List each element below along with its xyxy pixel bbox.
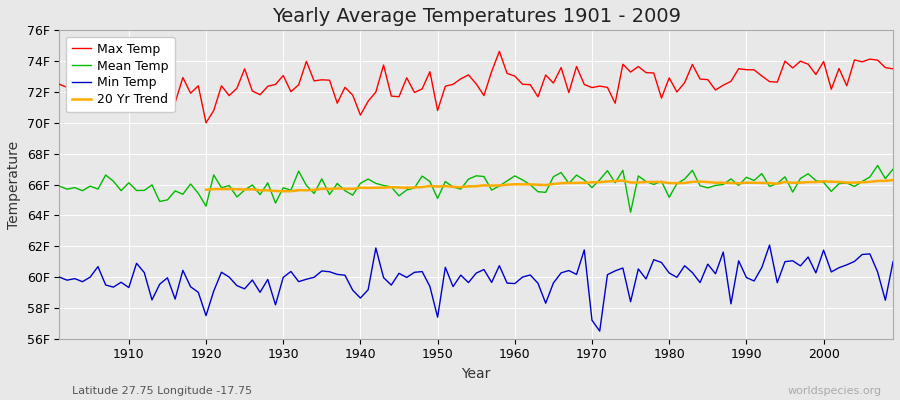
20 Yr Trend [417, 185, 428, 190]
Mean Temp [332, 181, 343, 186]
Line: Min Temp: Min Temp [59, 245, 893, 331]
Min Temp [116, 280, 127, 285]
20 Yr Trend [887, 178, 898, 182]
20 Yr Trend [795, 180, 806, 185]
Min Temp [610, 268, 621, 273]
Min Temp [887, 259, 898, 264]
Max Temp [518, 82, 528, 87]
Max Temp [525, 82, 535, 87]
20 Yr Trend [865, 180, 876, 184]
Mean Temp [501, 178, 512, 183]
Mean Temp [285, 188, 296, 192]
Legend: Max Temp, Mean Temp, Min Temp, 20 Yr Trend: Max Temp, Mean Temp, Min Temp, 20 Yr Tre… [66, 36, 175, 112]
Text: worldspecies.org: worldspecies.org [788, 386, 882, 396]
20 Yr Trend [278, 189, 289, 194]
Mean Temp [116, 188, 127, 193]
Min Temp [501, 281, 512, 286]
Max Temp [293, 82, 304, 87]
Min Temp [764, 243, 775, 248]
Max Temp [617, 62, 628, 67]
20 Yr Trend [301, 188, 311, 193]
Line: Max Temp: Max Temp [59, 51, 893, 123]
Text: Latitude 27.75 Longitude -17.75: Latitude 27.75 Longitude -17.75 [72, 386, 252, 396]
Mean Temp [626, 210, 636, 215]
X-axis label: Year: Year [462, 367, 490, 381]
Max Temp [116, 87, 127, 92]
Mean Temp [887, 167, 898, 172]
Min Temp [285, 269, 296, 274]
Min Temp [54, 275, 65, 280]
Max Temp [54, 82, 65, 87]
Max Temp [494, 49, 505, 54]
20 Yr Trend [201, 187, 212, 192]
Y-axis label: Temperature: Temperature [7, 140, 21, 228]
Max Temp [887, 66, 898, 71]
Line: 20 Yr Trend: 20 Yr Trend [206, 180, 893, 191]
Mean Temp [509, 174, 520, 178]
Max Temp [339, 85, 350, 90]
Mean Temp [602, 168, 613, 173]
Min Temp [594, 329, 605, 334]
Mean Temp [54, 184, 65, 188]
Min Temp [509, 281, 520, 286]
Line: Mean Temp: Mean Temp [59, 166, 893, 212]
20 Yr Trend [687, 180, 698, 184]
Title: Yearly Average Temperatures 1901 - 2009: Yearly Average Temperatures 1901 - 2009 [272, 7, 680, 26]
Max Temp [201, 120, 212, 125]
Min Temp [332, 272, 343, 277]
20 Yr Trend [779, 180, 790, 184]
Mean Temp [872, 163, 883, 168]
